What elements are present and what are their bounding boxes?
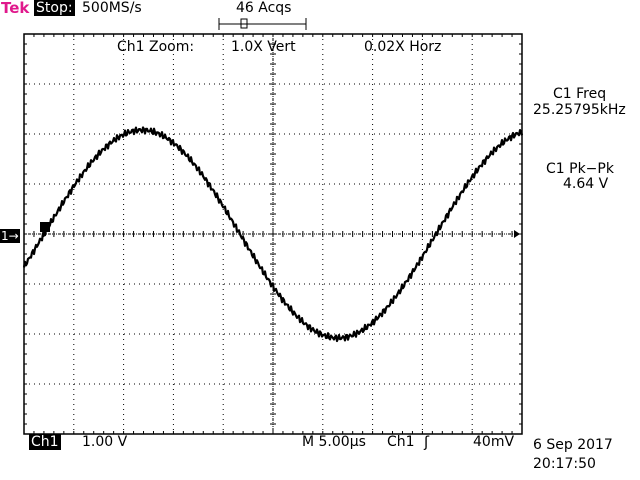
pkpk-measurement-label: C1 Pk−Pk [546, 161, 614, 177]
waveform-trace [22, 126, 524, 343]
zoom-label: Ch1 Zoom: [117, 39, 195, 55]
pkpk-measurement-value: 4.64 V [563, 176, 609, 192]
trigger-slope-icon: ʃ [424, 433, 430, 451]
channel-ground-marker: 1→ [0, 229, 20, 243]
timebase: M 5.00µs [302, 434, 366, 450]
brand-logo: Tek [1, 0, 30, 17]
trigger-source: Ch1 [387, 434, 415, 450]
sample-rate: 500MS/s [82, 0, 142, 16]
freq-measurement-label: C1 Freq [553, 86, 607, 102]
date: 6 Sep 2017 [533, 437, 613, 453]
volts-per-div: 1.00 V [82, 434, 128, 450]
freq-measurement-value: 25.25795kHz [533, 102, 626, 118]
zoom-vertical: 1.0X Vert [231, 39, 296, 55]
graticule [23, 33, 523, 435]
channel-badge: Ch1 [29, 434, 61, 450]
trigger-point-marker [40, 222, 50, 232]
zoom-horizontal: 0.02X Horz [364, 39, 442, 55]
record-view-bracket [218, 18, 307, 30]
trigger-level-arrow-icon [514, 230, 520, 238]
time: 20:17:50 [533, 456, 596, 472]
acquisition-state-badge: Stop: [34, 0, 75, 16]
acquisition-count: 46 Acqs [236, 0, 292, 16]
trigger-level: 40mV [473, 434, 515, 450]
